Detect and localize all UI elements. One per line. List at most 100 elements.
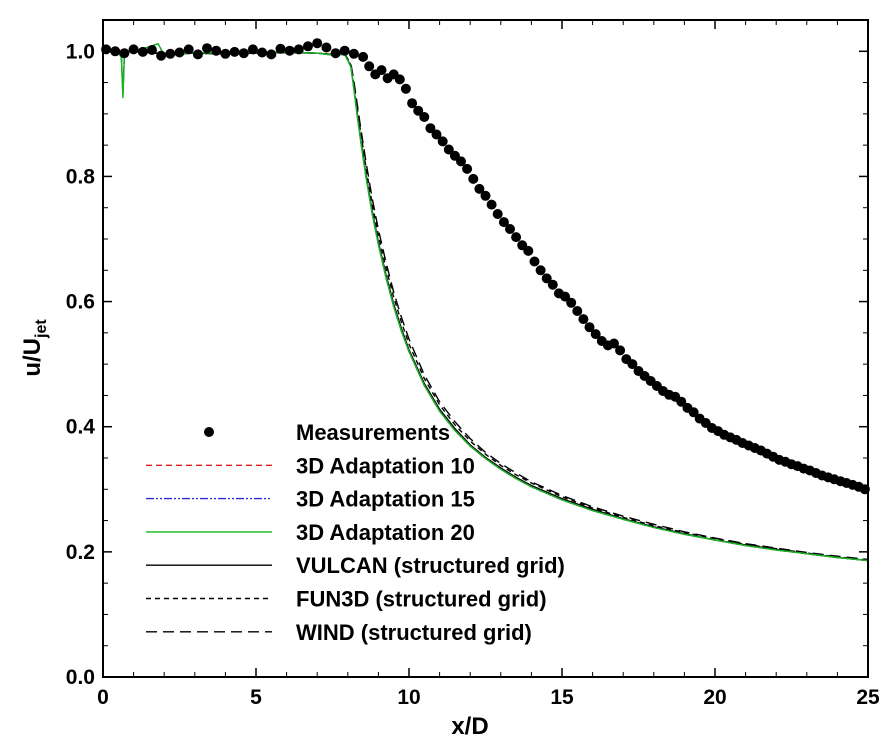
legend: Measurements 3D Adaptation 10 3D Adaptatio… [146, 420, 565, 645]
y-tick-label: 0.2 [66, 541, 95, 564]
axis-ticks: 0 5 10 15 20 25 0.0 0.2 0.4 0.6 0.8 1.0 [66, 20, 880, 709]
measurement-point [590, 329, 601, 340]
legend-label-vulcan-structured-grid: VULCAN (structured grid) [296, 553, 565, 578]
measurement-point [523, 245, 534, 256]
measurement-point [578, 314, 589, 325]
measurement-point [364, 61, 375, 72]
measurement-point [566, 297, 577, 308]
measurement-point [257, 47, 268, 58]
measurement-point [400, 83, 411, 94]
x-tick-label: 10 [397, 686, 420, 709]
measurement-point [156, 50, 167, 61]
measurement-point [312, 38, 323, 49]
measurement-point [609, 338, 619, 349]
measurement-point [376, 65, 387, 76]
x-tick-label: 15 [550, 686, 574, 709]
legend-label-fun3d-structured-grid: FUN3D (structured grid) [296, 587, 547, 612]
measurement-point [128, 44, 139, 55]
measurement-point [615, 345, 626, 356]
measurement-point [247, 44, 258, 55]
legend-label-measurements: Measurements [296, 420, 450, 445]
measurement-point [147, 45, 157, 55]
measurement-point [492, 209, 503, 219]
measurement-point [541, 273, 552, 284]
measurement-point [330, 48, 341, 59]
measurement-point [462, 163, 473, 174]
measurement-point [498, 217, 509, 228]
measurement-point [165, 48, 176, 59]
measurement-point [627, 359, 638, 370]
legend-label-3d-adaptation-20: 3D Adaptation 20 [296, 520, 475, 545]
y-tick-label: 0.6 [66, 291, 95, 314]
legend-marker-measurements [204, 427, 214, 437]
measurement-markers [101, 38, 870, 495]
measurement-point [266, 49, 277, 60]
measurement-point [676, 396, 687, 407]
series-line-3d-adaptation-15 [102, 42, 869, 562]
measurement-point [529, 256, 540, 267]
measurement-point [437, 136, 448, 147]
y-tick-label: 0.0 [66, 666, 95, 689]
measurement-point [220, 48, 231, 59]
series-layer [102, 42, 869, 562]
measurement-point [443, 144, 454, 155]
x-axis-title: x/D [451, 713, 488, 739]
legend-label-wind-structured-grid: WIND (structured grid) [296, 620, 532, 645]
x-tick-label: 25 [856, 686, 880, 709]
series-line-vulcan-structured-grid [103, 50, 869, 562]
measurement-point [535, 265, 546, 276]
measurement-point [560, 291, 571, 302]
measurement-point [474, 183, 485, 194]
y-axis-title-main: u/U [19, 338, 46, 377]
measurement-point [137, 46, 148, 57]
legend-label-3d-adaptation-10: 3D Adaptation 10 [296, 453, 475, 478]
measurement-point [229, 46, 240, 57]
measurement-point [211, 45, 222, 56]
measurement-point [284, 45, 295, 56]
series-line-3d-adaptation-20 [102, 42, 869, 562]
measurement-point [358, 51, 369, 62]
y-axis-title-subscript: jet [33, 319, 50, 339]
x-tick-label: 5 [250, 686, 262, 709]
measurement-point [419, 112, 430, 122]
measurement-point [431, 129, 442, 140]
series-line-wind-structured-grid [103, 50, 869, 561]
measurement-point [293, 44, 304, 55]
measurement-point [394, 74, 405, 85]
series-line-fun3d-structured-grid [103, 50, 869, 561]
measurement-point [407, 98, 418, 109]
measurement-point [688, 407, 699, 418]
measurement-point [425, 123, 436, 134]
plot-frame [102, 19, 869, 678]
y-tick-label: 0.8 [66, 165, 96, 188]
measurement-point [321, 42, 332, 53]
y-axis-title: u/Ujet [19, 319, 50, 377]
measurement-point [174, 47, 185, 58]
y-tick-label: 0.4 [66, 416, 96, 439]
legend-label-3d-adaptation-15: 3D Adaptation 15 [296, 487, 475, 512]
x-tick-label: 20 [703, 686, 726, 709]
measurement-point [339, 45, 350, 56]
measurement-point [505, 224, 515, 234]
measurement-point [572, 306, 583, 316]
measurement-point [303, 41, 313, 52]
measurement-point [202, 43, 212, 54]
measurement-point [486, 199, 497, 210]
measurement-point [110, 46, 121, 57]
measurement-point [511, 232, 522, 243]
series-line-3d-adaptation-10 [102, 42, 869, 562]
y-tick-label: 1.0 [66, 40, 95, 63]
measurement-point [468, 173, 479, 184]
measurement-point [584, 322, 595, 333]
measurement-point [183, 44, 194, 55]
measurement-point [238, 48, 249, 59]
measurement-point [192, 49, 203, 60]
x-tick-label: 0 [97, 686, 109, 709]
measurement-point [275, 43, 286, 54]
measurement-point [456, 156, 466, 167]
measurement-point [413, 105, 424, 116]
measurement-point [119, 48, 130, 59]
measurement-point [348, 48, 359, 59]
measurement-point [480, 190, 491, 201]
